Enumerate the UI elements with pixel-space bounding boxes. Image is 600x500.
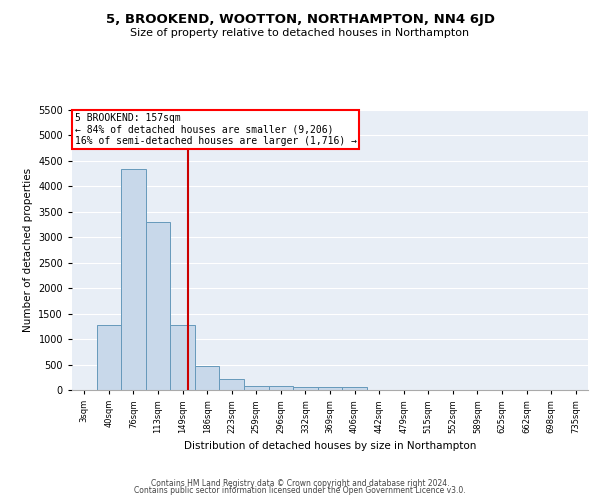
Bar [269, 386, 293, 390]
Bar [146, 222, 170, 390]
Bar [220, 380, 244, 390]
Bar [97, 326, 121, 390]
Y-axis label: Number of detached properties: Number of detached properties [23, 168, 32, 332]
Bar [293, 387, 318, 390]
Bar [195, 366, 220, 390]
Bar [244, 386, 269, 390]
Text: Contains HM Land Registry data © Crown copyright and database right 2024.: Contains HM Land Registry data © Crown c… [151, 478, 449, 488]
Bar [121, 168, 146, 390]
Bar [342, 388, 367, 390]
Text: Size of property relative to detached houses in Northampton: Size of property relative to detached ho… [130, 28, 470, 38]
Bar [318, 387, 342, 390]
Text: 5, BROOKEND, WOOTTON, NORTHAMPTON, NN4 6JD: 5, BROOKEND, WOOTTON, NORTHAMPTON, NN4 6… [106, 12, 494, 26]
Text: Contains public sector information licensed under the Open Government Licence v3: Contains public sector information licen… [134, 486, 466, 495]
Bar [170, 326, 195, 390]
X-axis label: Distribution of detached houses by size in Northampton: Distribution of detached houses by size … [184, 441, 476, 451]
Text: 5 BROOKEND: 157sqm
← 84% of detached houses are smaller (9,206)
16% of semi-deta: 5 BROOKEND: 157sqm ← 84% of detached hou… [74, 113, 356, 146]
